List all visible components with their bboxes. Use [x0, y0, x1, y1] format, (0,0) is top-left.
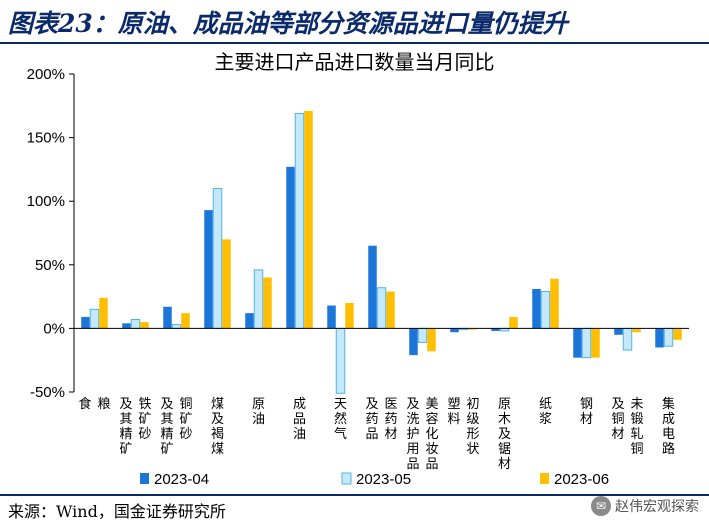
x-tick-label: 粮: [97, 397, 110, 412]
x-tick-label: 铁矿砂: [138, 397, 151, 442]
bar-2023-04-0: [81, 316, 90, 329]
bar-2023-06-9: [468, 328, 477, 330]
bar-2023-06-11: [550, 278, 559, 329]
x-tick-label: 铜矿砂: [179, 397, 192, 442]
x-tick-label: 及洗护用品: [406, 397, 419, 472]
y-tick-label: 100%: [27, 193, 65, 210]
bar-2023-05-0: [89, 308, 100, 329]
bar-2023-04-12: [573, 328, 582, 358]
x-tick-label: 及其精矿: [160, 397, 173, 457]
bar-2023-05-7: [376, 287, 387, 329]
bar-2023-06-12: [591, 328, 600, 358]
header-bar: 图表23：原油、成品油等部分资源品进口量仍提升: [0, 0, 709, 44]
bar-2023-05-14: [663, 327, 674, 347]
bar-2023-04-10: [491, 328, 500, 331]
bar-2023-04-14: [655, 328, 664, 348]
x-tick-label: 初级形状: [466, 397, 479, 457]
bar-2023-06-10: [509, 316, 518, 329]
bar-2023-04-3: [204, 210, 213, 329]
bar-2023-06-4: [263, 277, 272, 329]
x-tick-label: 医药材: [384, 397, 397, 442]
x-tick-label: 及铜材: [611, 397, 624, 442]
bar-2023-04-8: [409, 328, 418, 356]
footer-rule: [0, 494, 709, 496]
y-tick-label: 0%: [43, 320, 65, 337]
x-tick-label: 成品油: [293, 397, 306, 442]
y-tick-label: -50%: [30, 384, 65, 401]
legend-swatch-2023-06: [540, 473, 549, 484]
bar-2023-06-1: [140, 322, 149, 329]
legend-label-2023-04: 2023-04: [154, 471, 209, 488]
x-tick-label: 及其精矿: [119, 397, 132, 457]
bar-2023-05-6: [335, 327, 346, 394]
wechat-logo-icon: ✉: [591, 496, 611, 516]
bar-2023-04-1: [122, 323, 131, 329]
bar-2023-06-8: [427, 328, 436, 352]
x-tick-label: 及药品: [365, 397, 378, 442]
bar-2023-06-7: [386, 291, 395, 329]
x-tick-label: 天然气: [334, 397, 347, 442]
y-tick-label: 50%: [35, 257, 65, 274]
x-tick-label: 食: [78, 396, 91, 412]
x-tick-label: 原油: [252, 397, 265, 427]
bar-2023-05-1: [130, 318, 141, 329]
x-tick-label: 煤及褐煤: [211, 397, 224, 457]
watermark-text: 赵伟宏观探索: [615, 499, 699, 515]
y-tick-label: 150%: [27, 130, 65, 147]
bar-2023-05-3: [212, 187, 223, 329]
bar-2023-06-5: [304, 110, 313, 329]
bar-2023-05-11: [540, 291, 551, 329]
x-tick-label: 美容化妆品: [425, 397, 438, 472]
x-tick-label: 未锻轧铜: [630, 397, 643, 457]
x-tick-label: 纸浆: [539, 397, 552, 427]
watermark: ✉ 赵伟宏观探索: [591, 496, 699, 516]
bar-2023-04-2: [163, 306, 172, 329]
bar-2023-05-13: [622, 327, 633, 351]
chart: -50%0%50%100%150%200%粮食 铁矿砂及其精矿铜矿砂及其精矿煤及褐…: [27, 66, 689, 488]
bar-2023-05-4: [253, 269, 264, 329]
bar-2023-06-3: [222, 239, 231, 329]
bar-2023-06-13: [632, 328, 641, 333]
legend-label-2023-06: 2023-06: [554, 471, 609, 488]
bar-2023-06-6: [345, 302, 354, 329]
bar-2023-06-14: [673, 328, 682, 340]
bar-2023-06-2: [181, 313, 190, 329]
legend-swatch-2023-04: [140, 473, 149, 484]
bar-2023-04-6: [327, 305, 336, 329]
bar-2023-04-4: [245, 313, 254, 329]
bar-2023-06-0: [99, 297, 108, 329]
figure-title: 图表23：原油、成品油等部分资源品进口量仍提升: [8, 9, 568, 38]
bar-2023-05-2: [171, 324, 182, 329]
x-tick-label: 集成电路: [662, 396, 675, 457]
legend-swatch-2023-05: [341, 472, 352, 485]
x-tick-label: 原木及锯材: [498, 397, 511, 472]
y-tick-label: 200%: [27, 66, 65, 83]
bar-2023-04-11: [532, 288, 541, 329]
source-note: 来源：Wind，国金证券研究所: [8, 502, 226, 521]
bar-2023-04-7: [368, 245, 377, 329]
legend-label-2023-05: 2023-05: [356, 471, 411, 488]
chart-title: 主要进口产品进口数量当月同比: [214, 50, 495, 74]
bar-2023-05-12: [581, 327, 592, 359]
bar-2023-04-13: [614, 328, 623, 335]
bar-2023-04-5: [286, 166, 295, 329]
x-tick-label: 塑料: [447, 397, 460, 427]
bar-2023-04-9: [450, 328, 459, 333]
x-tick-label: 钢材: [580, 397, 593, 427]
bar-2023-05-8: [417, 327, 428, 343]
bar-2023-05-5: [294, 112, 305, 329]
